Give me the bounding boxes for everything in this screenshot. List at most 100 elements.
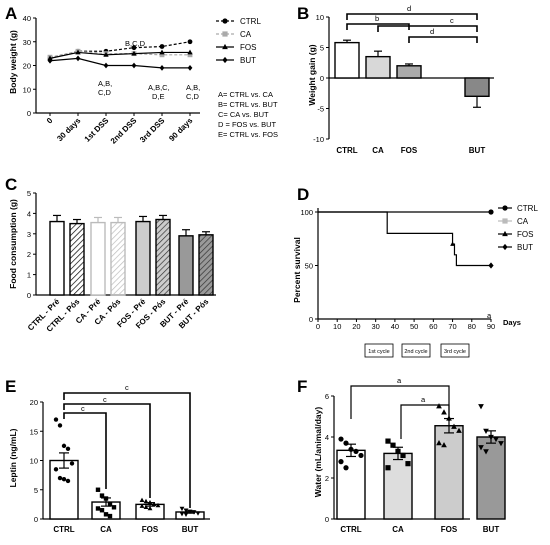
panel-a-annotation-2b: C,D bbox=[98, 88, 112, 97]
panel-f-point-fos bbox=[456, 427, 462, 433]
panel-e-ytick-label: 0 bbox=[34, 515, 38, 524]
panel-a-point-ca bbox=[159, 52, 165, 58]
panel-a-legend: CTRL CA FOS BUT bbox=[216, 17, 261, 65]
panel-f-point-ca bbox=[385, 438, 391, 444]
panel-b-xtick-label: CA bbox=[372, 146, 384, 155]
panel-c-bar-but-p-s bbox=[198, 234, 214, 296]
panel-a-legend-label: FOS bbox=[240, 43, 256, 52]
panel-f-point-fos bbox=[436, 403, 442, 409]
panel-a-point-but bbox=[159, 64, 165, 71]
panel-a-xtick-label-group: 0 bbox=[45, 116, 55, 126]
panel-e-point-ca bbox=[107, 502, 113, 507]
panel-e-ytick-label: 20 bbox=[30, 398, 38, 407]
panel-f-point-but bbox=[493, 436, 499, 443]
panel-a-point-ctrl bbox=[187, 39, 193, 45]
panel-a-xtick-label: 3rd DSS bbox=[138, 116, 167, 145]
panel-d-legend-label: BUT bbox=[517, 243, 533, 252]
panel-d-ylabel: Percent survival bbox=[292, 237, 302, 303]
panel-a-series-line-fos bbox=[49, 51, 190, 59]
panel-e-point-ctrl bbox=[61, 443, 67, 449]
panel-e-ytick-label: 10 bbox=[30, 457, 38, 466]
panel-b-ytick-label: -10 bbox=[313, 135, 324, 144]
panel-a-key: A= CTRL vs. CA B= CTRL vs. BUT C= CA vs.… bbox=[218, 90, 278, 139]
panel-e-point-fos bbox=[139, 503, 145, 508]
panel-e-point-ctrl bbox=[53, 467, 59, 472]
panel-f-xtick-label: BUT bbox=[483, 525, 500, 534]
panel-c-ytick-label: 1 bbox=[27, 271, 31, 280]
panel-f-significance bbox=[350, 385, 450, 439]
panel-a-ytick-label: 20 bbox=[23, 62, 31, 71]
panel-f-marks bbox=[336, 403, 506, 520]
panel-c-ytick-label: 4 bbox=[27, 209, 31, 218]
panel-e-point-ctrl bbox=[69, 461, 75, 466]
panel-f-xtick-label: CTRL bbox=[340, 525, 361, 534]
panel-a-xtick-label: 30 days bbox=[55, 116, 83, 144]
panel-a-annotation-3b: D,E bbox=[152, 92, 165, 101]
panel-c-ytick-label: 0 bbox=[27, 291, 31, 300]
panel-b-bar-ctrl bbox=[334, 41, 360, 79]
panel-e-point-ca bbox=[103, 512, 109, 517]
panel-d-legend-marker bbox=[502, 218, 508, 224]
panel-c-ytick-label: 2 bbox=[27, 250, 31, 259]
panel-a-ytick-label: 0 bbox=[27, 109, 31, 118]
panel-b-ytick-label: 10 bbox=[316, 13, 324, 22]
panel-a-point-fos bbox=[187, 49, 193, 55]
panel-e-sig-c3: c bbox=[81, 404, 85, 413]
panel-d-xtick-label: 50 bbox=[410, 322, 418, 331]
panel-e-xtick-label: FOS bbox=[142, 525, 159, 534]
panel-a-key-3: C= CA vs. BUT bbox=[218, 110, 269, 119]
panel-c-bar-ca-pr bbox=[90, 221, 106, 296]
panel-d-xtick-label: 60 bbox=[429, 322, 437, 331]
panel-d-legend: CTRL CA FOS BUT bbox=[498, 204, 538, 252]
panel-d-ytick-label: 100 bbox=[300, 208, 313, 217]
panel-a-xtick-label: 1st DSS bbox=[83, 116, 111, 144]
panel-a-point-ca bbox=[187, 52, 193, 58]
panel-f-point-ca bbox=[390, 442, 396, 448]
panel-b-xtick-label: FOS bbox=[401, 146, 418, 155]
panel-a-legend-label: CA bbox=[240, 30, 252, 39]
panel-c-bar-ctrl-p-s bbox=[69, 222, 85, 296]
panel-e-xtick-label: CA bbox=[100, 525, 112, 534]
panel-d-legend-marker bbox=[502, 230, 508, 237]
panel-a-point-but bbox=[187, 64, 193, 71]
panel-b-bar-but bbox=[464, 77, 490, 97]
panel-a-legend-label: CTRL bbox=[240, 17, 261, 26]
panel-a-annotation-2a: A,B, bbox=[98, 79, 112, 88]
cycle-3-box bbox=[440, 343, 470, 358]
panel-e-ylabel: Leptin (ng/mL) bbox=[8, 428, 18, 487]
panel-e-point-but bbox=[179, 511, 185, 517]
panel-f-point-but bbox=[478, 404, 484, 410]
panel-e-point-ca bbox=[111, 505, 117, 510]
panel-f-point-but bbox=[478, 445, 484, 451]
panel-d-ytick-label: 0 bbox=[309, 315, 313, 324]
panel-e-ytick-label: 15 bbox=[30, 427, 38, 436]
panel-e-point-ctrl bbox=[57, 423, 63, 428]
panel-e-point-fos bbox=[155, 502, 161, 508]
panel-e-letter: E bbox=[5, 377, 16, 396]
panel-d-letter: D bbox=[297, 185, 309, 204]
panel-a-annotation-1: B,C,D bbox=[125, 39, 146, 48]
panel-b-sig-d-top: d bbox=[407, 4, 411, 13]
panel-b-ytick-label: 5 bbox=[320, 44, 324, 53]
panel-e-point-ca bbox=[99, 493, 105, 498]
panel-c-bar-fos-pr bbox=[135, 220, 151, 296]
panel-d-xtick-label: 0 bbox=[316, 322, 320, 331]
panel-e-point-ctrl bbox=[65, 446, 71, 451]
panel-e-sig-c1: c bbox=[125, 383, 129, 392]
panel-b-significance bbox=[346, 13, 478, 43]
panel-d-end-marker-but bbox=[488, 262, 494, 269]
panel-a-legend-marker bbox=[222, 18, 228, 24]
panel-e-point-ctrl bbox=[65, 478, 71, 484]
panel-f-ytick-label: 0 bbox=[325, 515, 329, 524]
panel-a-xtick-label-group: 2nd DSS bbox=[109, 116, 139, 146]
panel-b-bar-fos bbox=[396, 65, 422, 79]
panel-a-annotation-4a: A,B, bbox=[186, 83, 200, 92]
panel-a-annotation-4b: C,D bbox=[186, 92, 200, 101]
panel-e-sig-c2: c bbox=[103, 395, 107, 404]
panel-e-point-ctrl bbox=[53, 417, 59, 422]
panel-c-bar-ctrl-pr bbox=[49, 220, 65, 296]
panel-f-xtick-label: CA bbox=[392, 525, 404, 534]
panel-a-series-line-ctrl bbox=[49, 41, 191, 59]
panel-a-point-fos bbox=[75, 49, 81, 55]
